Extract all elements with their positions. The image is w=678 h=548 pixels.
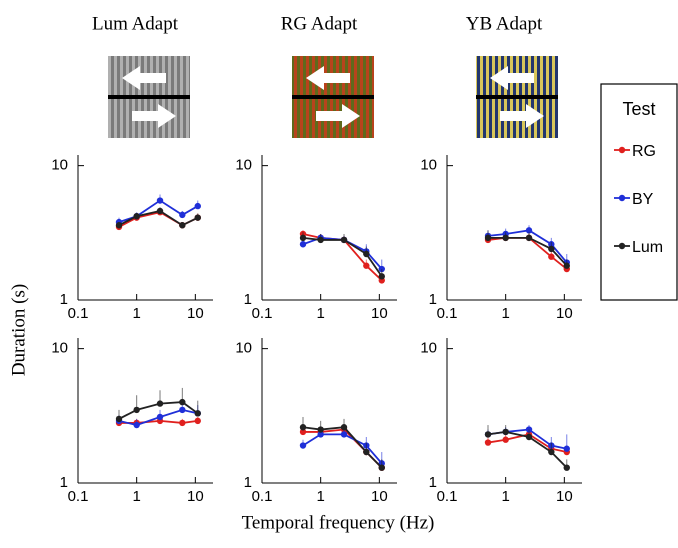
y-tick-label: 1 — [60, 474, 68, 491]
x-tick-label: 10 — [371, 488, 388, 505]
point — [179, 419, 186, 427]
point — [179, 406, 186, 414]
y-axis-label: Duration (s) — [8, 284, 29, 376]
point — [363, 250, 370, 258]
point — [156, 197, 164, 204]
x-tick-label: 0.1 — [437, 488, 458, 505]
point — [133, 213, 140, 220]
x-tick-label: 10 — [187, 488, 204, 505]
x-tick-label: 10 — [187, 305, 204, 322]
series-line — [302, 236, 383, 277]
y-tick-label: 1 — [429, 474, 437, 491]
point — [179, 211, 186, 219]
x-tick-label: 1 — [316, 305, 324, 322]
point — [484, 234, 492, 242]
series-line — [488, 236, 568, 267]
panel-title: YB Adapt — [466, 13, 543, 34]
x-tick-label: 10 — [371, 305, 388, 322]
point — [378, 273, 385, 280]
legend-label: RG — [632, 143, 656, 160]
x-tick-label: 10 — [556, 488, 573, 505]
panel-title: RG Adapt — [281, 13, 358, 34]
point — [563, 464, 570, 471]
x-tick-label: 10 — [556, 305, 573, 322]
point — [502, 234, 509, 242]
legend-marker — [618, 194, 626, 202]
x-tick-label: 0.1 — [252, 488, 273, 505]
point — [194, 202, 201, 210]
point — [179, 222, 186, 229]
x-tick-label: 1 — [316, 488, 324, 505]
point — [563, 262, 570, 269]
stimulus-yb — [476, 56, 558, 138]
point — [194, 214, 201, 221]
legend-title: Test — [622, 99, 655, 119]
point — [484, 431, 492, 438]
x-tick-label: 0.1 — [437, 305, 458, 322]
stimulus-lum — [108, 56, 190, 138]
y-tick-label: 10 — [235, 157, 252, 174]
point — [548, 448, 555, 456]
point — [156, 400, 164, 407]
point — [563, 445, 570, 452]
point — [317, 236, 324, 244]
point — [133, 421, 140, 429]
point — [525, 433, 533, 441]
point — [179, 398, 186, 406]
point — [317, 426, 324, 433]
point — [525, 227, 533, 234]
y-tick-label: 10 — [51, 340, 68, 357]
x-axis-label: Temporal frequency (Hz) — [242, 512, 435, 533]
point — [363, 262, 370, 269]
panel-title: Lum Adapt — [92, 13, 179, 34]
legend-label: Lum — [632, 239, 663, 256]
y-tick-label: 10 — [235, 340, 252, 357]
y-tick-label: 1 — [429, 291, 437, 308]
x-tick-label: 0.1 — [252, 305, 273, 322]
legend-label: BY — [632, 191, 654, 208]
x-tick-label: 1 — [132, 488, 140, 505]
point — [115, 222, 123, 229]
point — [548, 245, 555, 253]
point — [548, 253, 555, 260]
legend-marker — [618, 146, 626, 154]
y-tick-label: 10 — [51, 157, 68, 174]
point — [340, 424, 348, 431]
y-tick-label: 1 — [60, 291, 68, 308]
point — [299, 428, 307, 436]
point — [299, 234, 307, 242]
point — [194, 410, 201, 417]
point — [484, 439, 492, 446]
point — [378, 464, 385, 471]
point — [502, 436, 509, 443]
x-tick-label: 0.1 — [68, 488, 89, 505]
x-tick-label: 1 — [132, 305, 140, 322]
point — [502, 428, 509, 436]
point — [299, 424, 307, 431]
x-tick-label: 0.1 — [68, 305, 89, 322]
legend-box — [600, 83, 678, 301]
point — [133, 406, 140, 414]
y-tick-label: 10 — [420, 157, 437, 174]
point — [340, 236, 348, 244]
point — [299, 241, 307, 248]
y-tick-label: 1 — [244, 474, 252, 491]
stimulus-rg — [292, 56, 374, 138]
x-tick-label: 1 — [501, 488, 509, 505]
point — [363, 448, 370, 456]
y-tick-label: 10 — [420, 340, 437, 357]
point — [156, 413, 164, 421]
x-tick-label: 1 — [501, 305, 509, 322]
point — [299, 442, 307, 449]
series-line — [302, 433, 383, 464]
y-tick-label: 1 — [244, 291, 252, 308]
legend-marker — [618, 242, 626, 250]
point — [317, 431, 324, 438]
point — [340, 431, 348, 438]
point — [525, 234, 533, 242]
point — [194, 417, 201, 425]
point — [115, 415, 123, 423]
point — [156, 207, 164, 215]
